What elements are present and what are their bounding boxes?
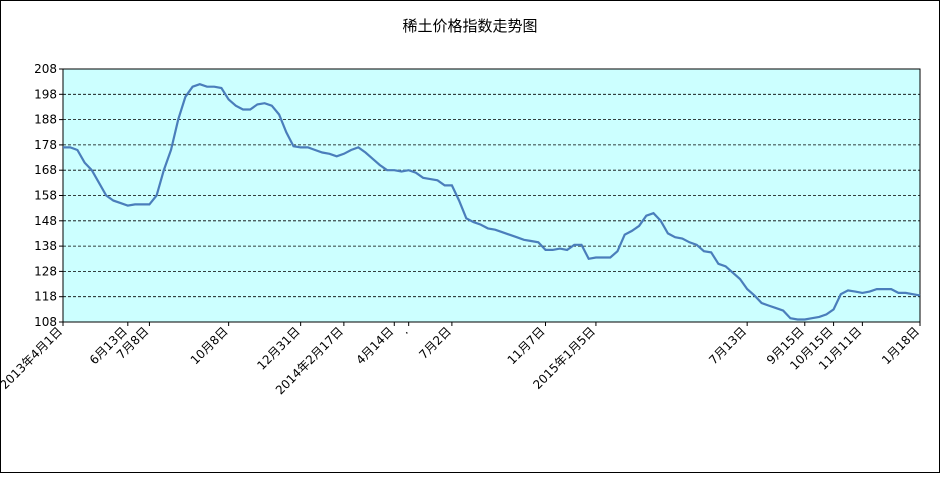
y-tick-label: 138 xyxy=(34,239,57,253)
y-tick-label: 208 xyxy=(34,62,57,76)
data-line xyxy=(63,83,921,321)
y-tick-label: 118 xyxy=(34,290,57,304)
chart-title: 稀土价格指数走势图 xyxy=(402,17,537,35)
y-tick-label: 108 xyxy=(34,315,57,329)
y-tick-label: 158 xyxy=(34,189,57,203)
y-tick-label: 168 xyxy=(34,163,57,177)
y-tick-label: 188 xyxy=(34,113,57,127)
y-tick-label: 198 xyxy=(34,87,57,101)
y-tick-label: 148 xyxy=(34,214,57,228)
y-tick-label: 128 xyxy=(34,264,57,278)
y-tick-label: 178 xyxy=(34,138,57,152)
plot-area xyxy=(62,68,921,323)
